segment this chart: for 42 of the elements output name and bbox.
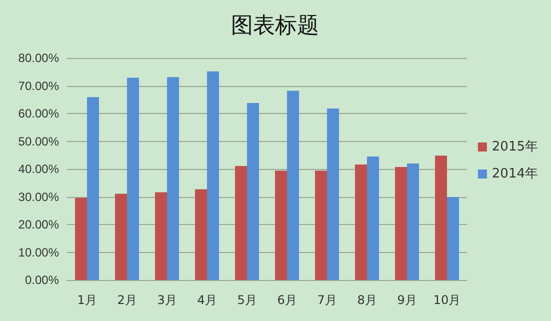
bar	[287, 90, 299, 280]
x-tick-label: 3月	[157, 293, 177, 307]
bar	[395, 167, 407, 280]
y-tick-label: 40.00%	[18, 162, 60, 176]
y-tick-label: 20.00%	[18, 218, 60, 232]
legend-label: 2015年	[492, 140, 538, 154]
bar	[127, 78, 139, 280]
x-tick-label: 8月	[357, 293, 377, 307]
x-tick-label: 4月	[197, 293, 217, 307]
bar	[207, 71, 219, 280]
bar	[155, 192, 167, 280]
x-tick-label: 10月	[433, 293, 461, 307]
y-tick-label: 60.00%	[18, 106, 60, 120]
bar	[327, 108, 339, 280]
bar	[235, 166, 247, 280]
y-tick-label: 80.00%	[18, 51, 60, 65]
bar	[87, 97, 99, 280]
y-tick-label: 30.00%	[18, 190, 60, 204]
bar	[407, 163, 419, 280]
y-tick-label: 70.00%	[18, 78, 60, 93]
bar	[435, 156, 447, 280]
x-tick-label: 9月	[397, 293, 417, 307]
bar	[447, 197, 459, 280]
bar	[75, 198, 87, 280]
x-tick-label: 7月	[317, 293, 337, 307]
bar	[115, 194, 127, 280]
bar	[247, 102, 259, 280]
legend-label: 2014年	[492, 166, 538, 182]
y-tick-label: 50.00%	[18, 134, 60, 148]
y-tick-label: 10.00%	[18, 245, 60, 260]
x-tick-label: 1月	[77, 293, 97, 307]
bar	[367, 156, 379, 280]
bar	[167, 77, 179, 280]
x-tick-label: 5月	[237, 293, 257, 307]
bar	[275, 170, 287, 280]
bar	[195, 189, 207, 280]
y-tick-label: 0.00%	[24, 273, 60, 287]
chart-title: 图表标题	[231, 14, 319, 38]
bar	[315, 170, 327, 280]
x-tick-label: 2月	[117, 293, 137, 307]
x-tick-label: 6月	[277, 293, 297, 307]
bar	[355, 164, 367, 280]
